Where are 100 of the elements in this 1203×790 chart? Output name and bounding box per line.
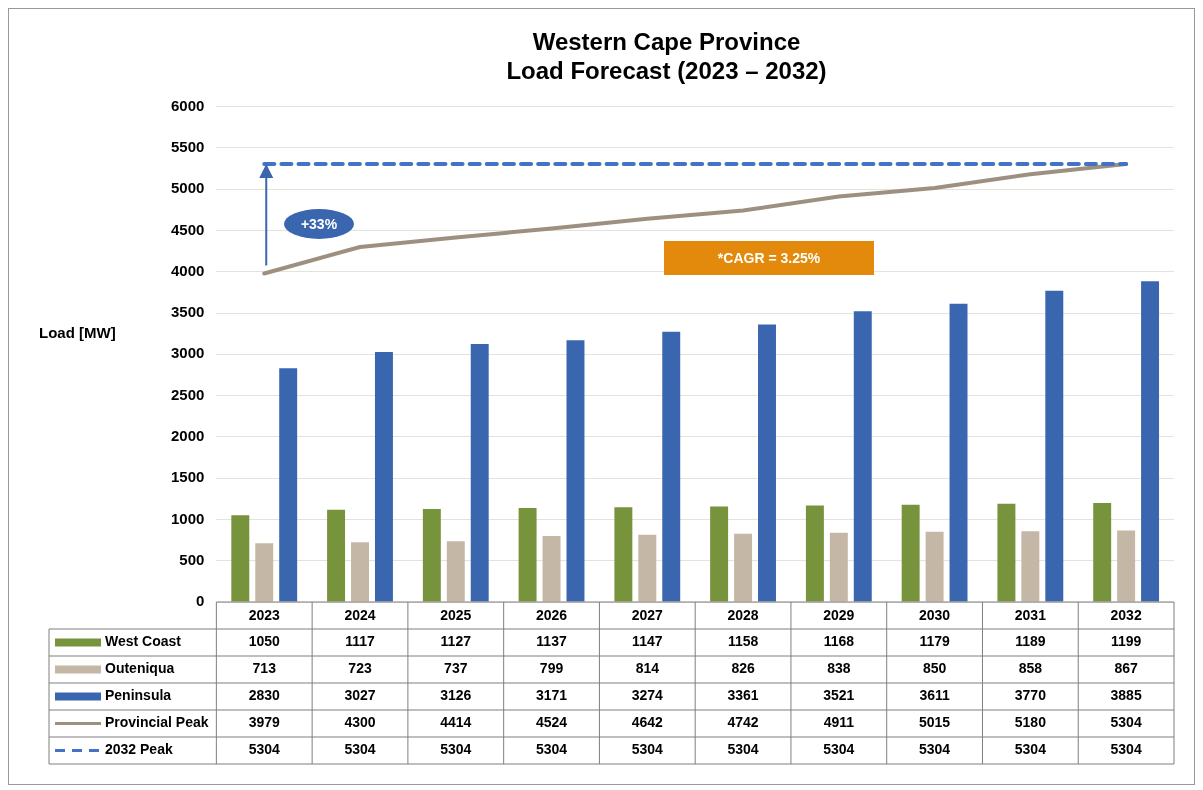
data-label: 5304 (248, 741, 281, 758)
data-label: 3770 (1014, 687, 1047, 704)
y-tick-label: 6000 (170, 96, 205, 114)
data-label: 858 (1018, 660, 1043, 677)
data-label: 5304 (727, 741, 759, 758)
y-tick-label: 3000 (170, 344, 205, 362)
bar (542, 536, 561, 602)
data-label: 3521 (823, 687, 855, 704)
data-label: 4300 (344, 714, 376, 731)
legend-label: 2032 Peak (105, 741, 173, 758)
data-label: 850 (922, 660, 947, 677)
bar (231, 515, 250, 602)
x-tick-label: 2024 (344, 607, 376, 624)
x-tick-label: 2028 (727, 607, 759, 624)
bar (829, 532, 848, 602)
data-label: 4742 (727, 714, 759, 731)
bar (638, 534, 657, 602)
data-label: 1147 (632, 633, 663, 650)
data-label: 1168 (823, 633, 855, 650)
bar (1141, 281, 1160, 602)
data-label: 5180 (1014, 714, 1047, 731)
data-label: 3027 (344, 687, 376, 704)
data-label: 1137 (536, 633, 567, 650)
data-label: 713 (252, 660, 277, 677)
data-label: 3979 (248, 714, 281, 731)
y-tick-label: 0 (196, 592, 205, 610)
bar (1117, 530, 1136, 602)
x-tick-label: 2031 (1014, 607, 1047, 624)
bar (422, 508, 441, 602)
y-tick-label: 1000 (170, 509, 205, 527)
bar (805, 505, 824, 602)
data-label: 5304 (1110, 741, 1142, 758)
data-label: 826 (731, 660, 755, 677)
y-tick-label: 4500 (170, 220, 205, 238)
data-label: 5304 (919, 741, 951, 758)
data-label: 1199 (1110, 633, 1142, 650)
data-label: 3126 (440, 687, 472, 704)
bar (374, 352, 393, 602)
y-tick-label: 2500 (170, 385, 205, 403)
data-label: 1179 (919, 633, 950, 650)
data-label: 5304 (1110, 714, 1142, 731)
y-tick-label: 2000 (170, 427, 205, 445)
bar (614, 507, 633, 602)
data-label: 5304 (631, 741, 664, 758)
bar (949, 303, 968, 602)
y-tick-label: 500 (179, 550, 205, 568)
bar (758, 324, 776, 602)
data-label: 1127 (440, 633, 472, 650)
bar (1021, 531, 1040, 602)
x-tick-label: 2032 (1110, 607, 1142, 624)
x-tick-label: 2030 (919, 607, 951, 624)
bar (662, 331, 681, 602)
data-label: 3274 (631, 687, 664, 704)
y-tick-label: 4000 (170, 261, 205, 279)
data-label: 1158 (727, 633, 759, 650)
data-label: 3171 (535, 687, 568, 704)
data-label: 4911 (823, 714, 855, 731)
data-label: 1117 (345, 633, 376, 650)
data-label: 4642 (631, 714, 664, 731)
bar (997, 503, 1016, 602)
y-tick-label: 1500 (170, 468, 205, 486)
data-label: 814 (635, 660, 660, 677)
bar (518, 508, 537, 602)
bar (710, 506, 729, 602)
bar (925, 531, 944, 602)
legend-label: Outeniqua (105, 660, 175, 677)
x-tick-label: 2026 (535, 607, 568, 624)
data-label: 4524 (535, 714, 568, 731)
data-label: 2830 (248, 687, 281, 704)
data-label: 5015 (919, 714, 951, 731)
data-label: 5304 (344, 741, 376, 758)
bar (351, 542, 369, 602)
y-tick-label: 3500 (170, 303, 205, 321)
bar (279, 368, 298, 602)
x-tick-label: 2027 (631, 607, 664, 624)
bar (1093, 503, 1112, 602)
data-label: 5304 (535, 741, 568, 758)
data-label: 3611 (919, 687, 950, 704)
data-label: 5304 (440, 741, 472, 758)
bar (853, 311, 872, 602)
y-axis-title: Load [MW] (39, 324, 116, 342)
data-label: 4414 (440, 714, 472, 731)
x-tick-label: 2029 (823, 607, 855, 624)
data-label: 723 (348, 660, 372, 677)
bar (446, 541, 465, 602)
bar (566, 340, 585, 602)
data-label: 1189 (1015, 633, 1046, 650)
data-label: 5304 (823, 741, 855, 758)
label-box: *CAGR = 3.25% (664, 241, 874, 275)
data-label: 1050 (248, 633, 281, 650)
y-tick-label: 5000 (170, 179, 205, 197)
data-label: 799 (539, 660, 564, 677)
bar (734, 533, 753, 602)
chart-title: Western Cape Province Load Forecast (2023 – 2032) (506, 28, 827, 84)
data-label: 5304 (1014, 741, 1047, 758)
bar (255, 543, 274, 602)
data-label: 867 (1114, 660, 1139, 677)
bar (1045, 290, 1064, 602)
legend-label: Peninsula (105, 687, 172, 704)
bar (470, 343, 489, 602)
